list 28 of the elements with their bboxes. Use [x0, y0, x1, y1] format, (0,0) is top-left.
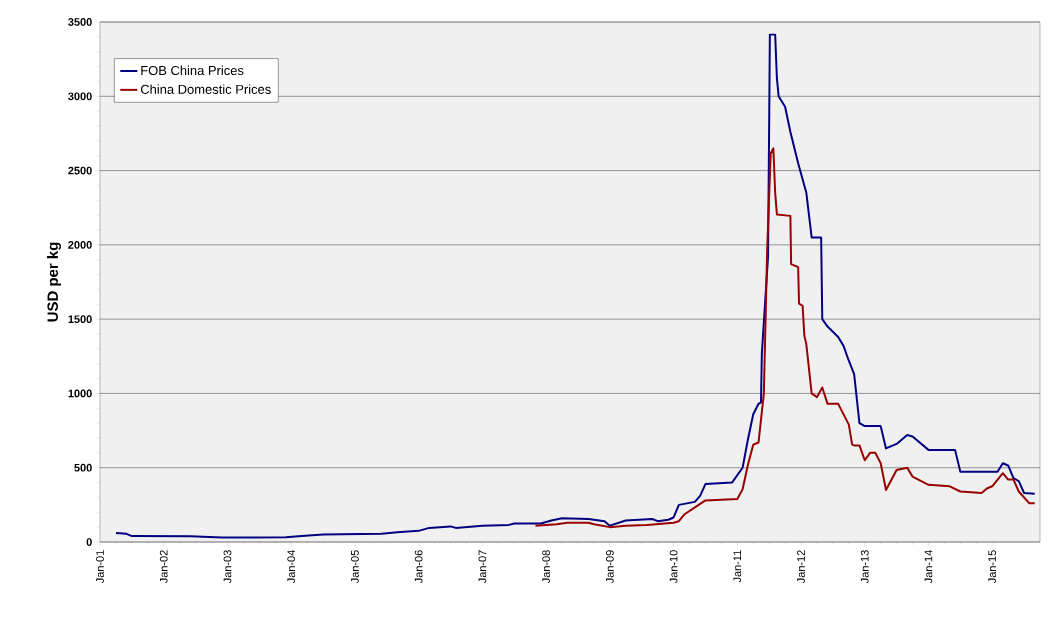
line-series	[114, 33, 1036, 539]
x-tick-label: Jan-09	[605, 550, 614, 584]
y-tick-label: 2000	[68, 240, 92, 249]
x-tick-label: Jan-12	[797, 550, 805, 584]
x-tick-label: Jan-07	[478, 550, 487, 584]
y-tick-label: 1500	[68, 315, 92, 324]
x-tick-label: Jan-04	[287, 550, 296, 584]
x-tick-label: Jan-03	[223, 550, 232, 584]
x-tick-label: Jan-06	[414, 550, 423, 584]
line-series	[534, 147, 1036, 529]
y-tick-label: 2500	[68, 166, 92, 175]
legend-label: China Domestic Prices	[140, 84, 271, 94]
x-tick-label: Jan-08	[542, 550, 550, 584]
x-tick-label: Jan-11	[733, 550, 742, 583]
x-tick-label: Jan-02	[159, 550, 168, 584]
x-tick-label: Jan-14	[924, 550, 933, 584]
x-tick-label: Jan-13	[860, 550, 869, 584]
x-tick-label: Jan-15	[988, 550, 997, 584]
y-axis-title: USD per kg	[47, 242, 62, 322]
x-tick-label: Jan-05	[351, 550, 359, 584]
y-tick-label: 0	[86, 538, 92, 546]
y-tick-label: 1000	[68, 389, 92, 398]
legend-label: FOB China Prices	[141, 65, 244, 76]
y-tick-label: 500	[74, 463, 92, 472]
y-tick-label: 3000	[68, 92, 92, 101]
y-tick-label: 3500	[68, 18, 92, 26]
x-tick-label: Jan-01	[96, 550, 104, 584]
x-tick-label: Jan-10	[669, 550, 678, 584]
